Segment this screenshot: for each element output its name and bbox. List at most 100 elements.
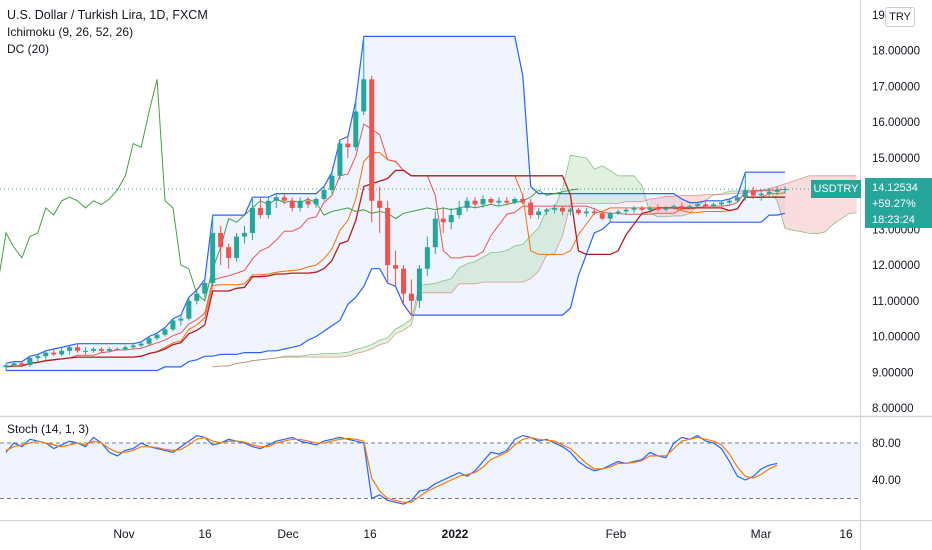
candle-body xyxy=(695,204,701,207)
candle-body xyxy=(440,218,446,223)
candle-body xyxy=(774,190,780,192)
donchian-label[interactable]: DC (20) xyxy=(7,42,50,56)
ichimoku-cloud-segment xyxy=(673,195,682,216)
candle-body xyxy=(265,200,271,216)
stoch-tick-label: 80.00 xyxy=(872,438,901,450)
ichimoku-cloud-segment xyxy=(578,156,587,204)
ichimoku-cloud-segment xyxy=(602,165,611,204)
candle-body xyxy=(11,363,17,366)
ichimoku-cloud-segment xyxy=(665,196,674,217)
candle-body xyxy=(218,232,224,248)
candle-body xyxy=(27,357,33,366)
candle-body xyxy=(520,198,526,203)
candle-body xyxy=(59,350,65,355)
candle-body xyxy=(19,363,25,366)
ichimoku-cloud-segment xyxy=(610,170,619,204)
donchian-upper xyxy=(5,35,786,364)
ichimoku-cloud-segment xyxy=(427,283,436,293)
candle-body xyxy=(663,207,669,210)
currency-button[interactable]: TRY xyxy=(885,7,915,27)
ichimoku-cloud-segment xyxy=(801,175,809,234)
ichimoku-cloud-segment xyxy=(729,191,738,194)
change-percent: +59.27% xyxy=(872,198,916,210)
candle-body xyxy=(758,193,764,196)
ichimoku-cloud-segment xyxy=(570,155,579,204)
candle-body xyxy=(146,338,152,344)
candle-body xyxy=(242,232,247,237)
candle-body xyxy=(369,79,375,201)
ichimoku-cloud-segment xyxy=(498,250,507,283)
ichimoku-cloud-segment xyxy=(331,353,340,358)
candle-body xyxy=(671,206,677,208)
ichimoku-cloud-segment xyxy=(586,157,595,204)
candle-body xyxy=(583,211,589,214)
candle-body xyxy=(186,300,192,319)
candle-body xyxy=(528,202,534,216)
candle-body xyxy=(75,347,81,351)
candle-body xyxy=(281,197,287,201)
ichimoku-cloud-segment xyxy=(451,267,460,293)
ichimoku-cloud-segment xyxy=(387,329,396,343)
candle-body xyxy=(750,190,756,196)
candle-body xyxy=(329,175,335,191)
candle-body xyxy=(138,343,144,346)
candle-body xyxy=(289,200,295,208)
ichimoku-cloud-segment xyxy=(475,257,483,284)
time-tick-label: Feb xyxy=(606,527,627,541)
candle-body xyxy=(305,200,311,205)
candle-body xyxy=(361,79,367,112)
ichimoku-cloud-segment xyxy=(467,261,476,284)
stoch-label[interactable]: Stoch (14, 1, 3) xyxy=(7,422,90,436)
ichimoku-cloud-segment xyxy=(347,349,356,357)
candle-body xyxy=(544,209,550,212)
candle-body xyxy=(615,211,621,214)
stoch-tick-label: 40.00 xyxy=(872,475,901,487)
candle-body xyxy=(337,143,343,176)
candle-body xyxy=(90,349,96,351)
ichimoku-cloud-segment xyxy=(339,352,348,358)
ichimoku-cloud-segment xyxy=(777,183,786,229)
symbol-tag: USDTRY xyxy=(811,180,861,198)
ichimoku-cloud-segment xyxy=(530,228,539,279)
candle-body xyxy=(726,200,732,203)
candle-body xyxy=(599,213,605,219)
ichimoku-cloud-segment xyxy=(681,195,690,216)
candle-body xyxy=(480,198,486,205)
ichimoku-cloud-segment xyxy=(435,280,444,293)
candle-body xyxy=(162,329,168,335)
ichimoku-cloud-segment xyxy=(483,252,491,283)
ichimoku-cloud-segment xyxy=(785,181,794,231)
symbol-title[interactable]: U.S. Dollar / Turkish Lira, 1D, FXCM xyxy=(7,8,208,22)
candle-body xyxy=(408,293,414,301)
candle-body xyxy=(679,206,685,208)
candle-body xyxy=(194,293,200,301)
candle-body xyxy=(35,356,41,358)
ichimoku-cloud-segment xyxy=(403,319,412,331)
candle-body xyxy=(210,232,216,283)
price-tick-label: 17.00000 xyxy=(872,81,920,93)
ichimoku-cloud-segment xyxy=(594,165,603,204)
ichimoku-cloud-segment xyxy=(618,175,627,204)
ichimoku-cloud-segment xyxy=(538,209,547,272)
candle-body xyxy=(43,352,49,357)
candle-body xyxy=(766,191,772,194)
last-price-box: 14.12534 +59.27% 18:23:24 xyxy=(865,178,932,228)
candle-body xyxy=(313,198,319,205)
tenkan-sen xyxy=(5,123,786,368)
time-tick-label: 16 xyxy=(839,527,853,541)
chart-legend: U.S. Dollar / Turkish Lira, 1D, FXCM Ich… xyxy=(7,7,208,58)
price-tick-label: 9.00000 xyxy=(872,367,914,379)
price-tick-label: 10.00000 xyxy=(872,332,920,344)
time-tick-label: Dec xyxy=(277,527,298,541)
candle-body xyxy=(257,207,263,216)
candle-body xyxy=(321,190,327,199)
ichimoku-cloud-segment xyxy=(546,207,555,256)
candle-body xyxy=(345,143,351,148)
candle-body xyxy=(536,211,542,216)
candle-body xyxy=(424,247,430,269)
candle-body xyxy=(567,209,573,212)
candle-body xyxy=(67,347,73,351)
ichimoku-label[interactable]: Ichimoku (9, 26, 52, 26) xyxy=(7,25,134,39)
candle-body xyxy=(591,211,597,214)
